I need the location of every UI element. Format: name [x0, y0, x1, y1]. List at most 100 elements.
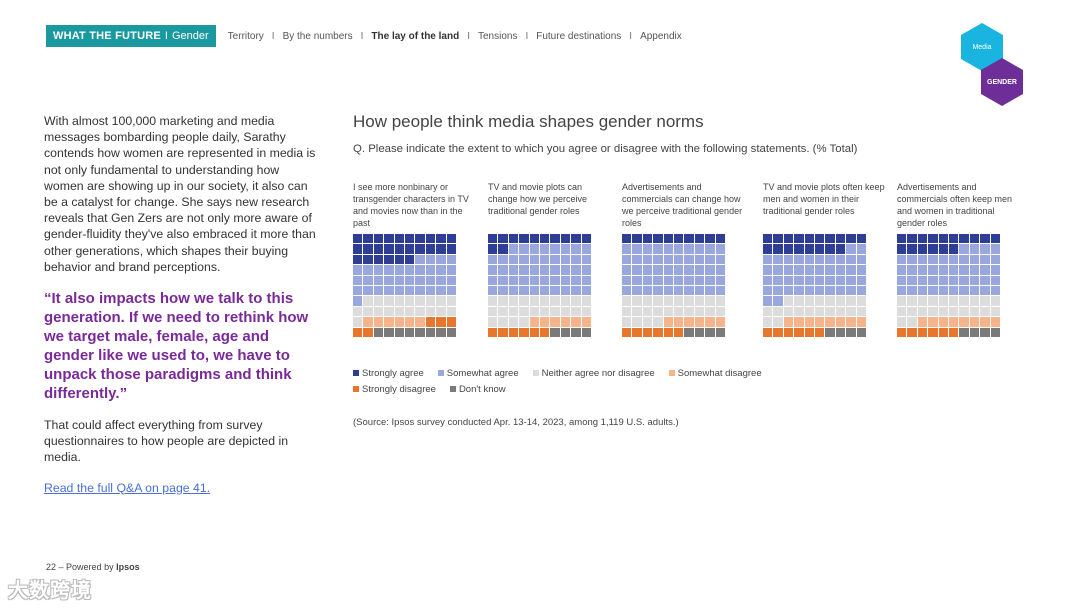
waffle-cell-somewhat-agree — [980, 265, 990, 275]
waffle-cell-strongly-agree — [353, 234, 363, 244]
waffle-cell-somewhat-agree — [794, 275, 804, 285]
waffle-cell-strongly-disagree — [540, 327, 550, 337]
waffle-cell-strongly-disagree — [949, 327, 959, 337]
nav-item-the-lay-of-the-land[interactable]: The lay of the land — [371, 30, 460, 42]
waffle-cell-strongly-agree — [394, 234, 404, 244]
waffle-cell-neither — [663, 306, 673, 317]
nav-item-future-destinations[interactable]: Future destinations — [536, 30, 622, 42]
nav-item-appendix[interactable]: Appendix — [640, 30, 682, 42]
waffle-cell-strongly-agree — [353, 244, 363, 254]
waffle-cell-neither — [519, 296, 529, 306]
waffle-cell-somewhat-agree — [794, 265, 804, 275]
waffle-cell-dont-know — [835, 327, 846, 337]
waffle-cell-strongly-agree — [529, 234, 539, 244]
waffle-cell-somewhat-agree — [415, 254, 425, 265]
waffle-cell-somewhat-agree — [571, 254, 581, 265]
waffle-cell-dont-know — [990, 327, 1000, 337]
waffle-cell-neither — [705, 296, 715, 306]
waffle-cell-somewhat-agree — [969, 275, 980, 285]
waffle-cell-somewhat-agree — [405, 286, 415, 296]
waffle-cell-strongly-agree — [907, 244, 917, 254]
waffle-cell-strongly-agree — [373, 244, 384, 254]
waffle-cell-somewhat-agree — [498, 265, 508, 275]
waffle-cell-somewhat-agree — [959, 254, 969, 265]
waffle-cell-dont-know — [394, 327, 404, 337]
read-more-link[interactable]: Read the full Q&A on page 41. — [44, 480, 211, 495]
waffle-cell-strongly-agree — [917, 244, 928, 254]
waffle-cell-somewhat-disagree — [540, 317, 550, 327]
waffle-cell-strongly-agree — [763, 234, 773, 244]
waffle-cell-neither — [529, 306, 539, 317]
waffle-cell-somewhat-agree — [550, 275, 560, 285]
waffle-cell-neither — [498, 306, 508, 317]
waffle-cell-somewhat-agree — [684, 286, 694, 296]
waffle-cell-somewhat-agree — [436, 254, 446, 265]
waffle-cell-somewhat-agree — [405, 275, 415, 285]
waffle-cell-somewhat-agree — [519, 275, 529, 285]
waffle-cell-strongly-agree — [446, 244, 456, 254]
waffle-cell-dont-know — [969, 327, 980, 337]
nav-item-territory[interactable]: Territory — [227, 30, 264, 42]
waffle-cell-somewhat-agree — [394, 265, 404, 275]
waffle-cell-strongly-agree — [804, 244, 814, 254]
nav-item-by-the-numbers[interactable]: By the numbers — [282, 30, 353, 42]
waffle-cell-somewhat-agree — [436, 286, 446, 296]
waffle-cell-strongly-disagree — [488, 327, 498, 337]
nav-item-tensions[interactable]: Tensions — [477, 30, 518, 42]
waffle-cell-neither — [917, 306, 928, 317]
waffle-5 — [897, 234, 1001, 338]
waffle-cell-somewhat-agree — [928, 265, 938, 275]
waffle-cell-somewhat-agree — [498, 254, 508, 265]
gender-hex-badge: GENDER — [981, 58, 1023, 106]
waffle-cell-strongly-agree — [783, 244, 794, 254]
waffle-cell-neither — [835, 296, 846, 306]
waffle-cell-neither — [980, 296, 990, 306]
waffle-cell-strongly-disagree — [663, 327, 673, 337]
top-navigation: WHAT THE FUTURE I Gender Territory I By th… — [46, 25, 684, 47]
waffle-cell-somewhat-agree — [804, 265, 814, 275]
waffle-cell-strongly-agree — [684, 234, 694, 244]
brand-tab[interactable]: WHAT THE FUTURE I Gender — [46, 25, 216, 47]
waffle-cell-somewhat-agree — [938, 275, 948, 285]
waffle-cell-dont-know — [856, 327, 866, 337]
waffle-cell-somewhat-agree — [990, 265, 1000, 275]
waffle-cell-somewhat-agree — [622, 275, 632, 285]
waffle-cell-somewhat-agree — [938, 254, 948, 265]
waffle-cell-somewhat-agree — [529, 286, 539, 296]
waffle-cell-somewhat-agree — [663, 265, 673, 275]
waffle-cell-somewhat-agree — [959, 244, 969, 254]
waffle-cell-neither — [815, 306, 825, 317]
waffle-cell-strongly-disagree — [363, 327, 373, 337]
waffle-cell-dont-know — [684, 327, 694, 337]
waffle-cell-somewhat-agree — [519, 254, 529, 265]
waffle-cell-somewhat-agree — [508, 254, 519, 265]
waffle-cell-neither — [969, 306, 980, 317]
chart-subtitle: Q. Please indicate the extent to which y… — [353, 143, 858, 155]
waffle-cell-neither — [519, 317, 529, 327]
waffle-cell-neither — [897, 306, 907, 317]
waffle-cell-somewhat-agree — [980, 286, 990, 296]
waffle-cell-somewhat-agree — [508, 265, 519, 275]
waffle-3 — [622, 234, 726, 338]
waffle-cell-somewhat-agree — [928, 286, 938, 296]
waffle-cell-strongly-agree — [928, 234, 938, 244]
waffle-cell-strongly-agree — [846, 234, 856, 244]
waffle-cell-somewhat-agree — [856, 265, 866, 275]
waffle-cell-strongly-agree — [825, 244, 835, 254]
waffle-cell-somewhat-agree — [519, 244, 529, 254]
waffle-cell-neither — [990, 296, 1000, 306]
waffle-cell-somewhat-agree — [773, 265, 783, 275]
waffle-cell-strongly-agree — [815, 234, 825, 244]
waffle-cell-strongly-agree — [550, 234, 560, 244]
waffle-cell-strongly-agree — [519, 234, 529, 244]
waffle-cell-somewhat-agree — [642, 286, 653, 296]
waffle-cell-somewhat-agree — [694, 265, 705, 275]
waffle-cell-neither — [632, 296, 642, 306]
waffle-cell-neither — [622, 296, 632, 306]
waffle-cell-neither — [804, 306, 814, 317]
legend-swatch — [353, 386, 359, 392]
waffle-cell-somewhat-agree — [694, 275, 705, 285]
waffle-cell-neither — [715, 306, 725, 317]
waffle-cell-neither — [907, 317, 917, 327]
waffle-cell-strongly-disagree — [897, 327, 907, 337]
